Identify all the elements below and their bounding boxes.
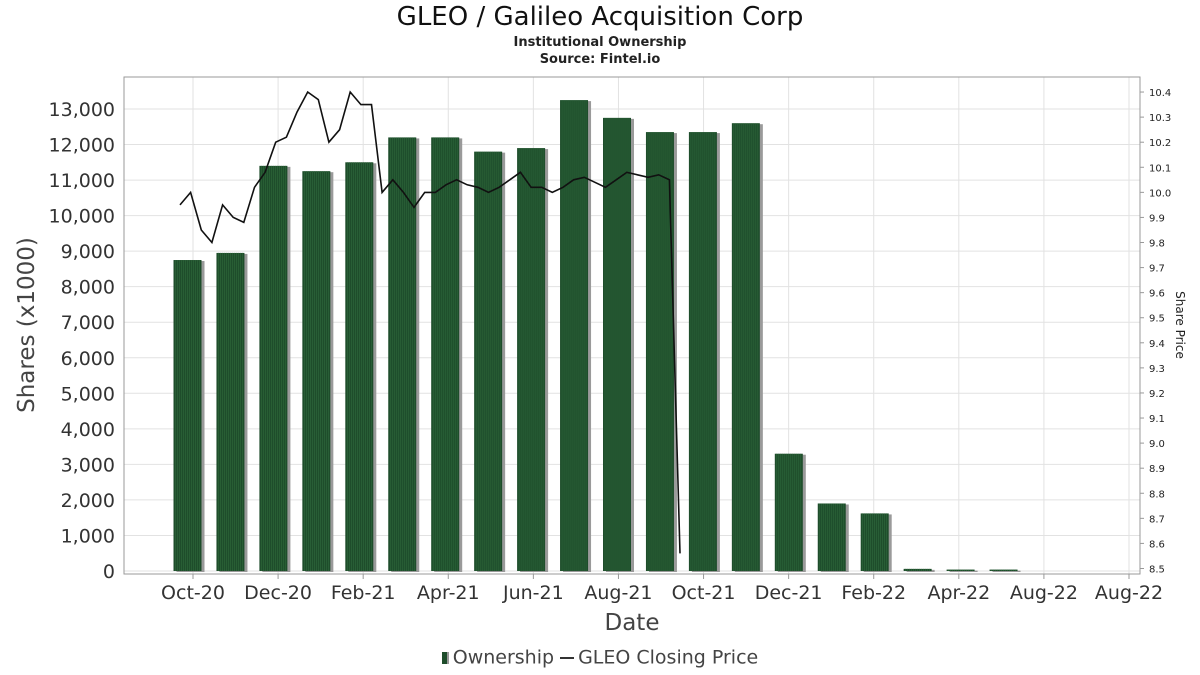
y2-tick-label: 9.6 [1149,289,1165,300]
y2-tick-label: 9.3 [1149,364,1165,375]
legend-price-label: GLEO Closing Price [578,646,759,669]
y-tick-label: 7,000 [61,312,115,334]
ownership-bar-shadow [992,570,1021,572]
y2-axis-label: Share Price [1173,291,1187,359]
y2-tick-label: 9.5 [1149,314,1165,325]
y2-tick-label: 9.1 [1149,414,1165,425]
x-axis-ticks: Oct-20 Dec-20 Feb-21 Apr-21 Jun-21 Aug-21 Oct-… [161,574,1163,604]
y2-tick-label: 9.8 [1149,239,1165,250]
y-axis-ticks: 0 1,000 2,000 3,000 4,000 5,000 6,000 7,000 8,00… [49,99,115,583]
x-tick-label: Dec-20 [244,582,312,604]
x-tick-label: Jun-21 [502,582,564,604]
y2-tick-label: 9.9 [1149,213,1165,224]
x-tick-label: Apr-22 [927,582,990,604]
y2-tick-label: 9.7 [1149,264,1165,275]
y-tick-label: 2,000 [61,490,115,512]
y-tick-label: 6,000 [61,348,115,370]
x-tick-label: Feb-21 [331,582,396,604]
chart-source: Source: Fintel.io [539,52,661,67]
y2-tick-label: 10.4 [1149,88,1171,99]
y2-tick-label: 8.6 [1149,539,1165,550]
y-tick-label: 1,000 [61,525,115,547]
y2-tick-label: 8.9 [1149,464,1165,475]
x-tick-label: Feb-22 [841,582,906,604]
x-tick-label: Oct-20 [161,582,225,604]
x-tick-label: Apr-21 [417,582,480,604]
y2-tick-label: 10.0 [1149,188,1171,199]
y2-tick-label: 9.2 [1149,389,1165,400]
y2-tick-label: 10.1 [1149,163,1171,174]
y2-tick-label: 8.7 [1149,514,1165,525]
y2-axis-ticks: 8.5 8.6 8.7 8.8 8.9 9.0 9.1 9.2 9.3 9.4 9.5 9.6 9.7 9… [1140,88,1171,575]
y-tick-label: 9,000 [61,241,115,263]
legend-ownership-label: Ownership [452,646,555,669]
y-tick-label: 3,000 [61,454,115,476]
y-axis-label: Shares (x1000) [14,237,40,413]
y2-tick-label: 9.0 [1149,439,1165,450]
x-tick-label: Aug-21 [584,582,652,604]
y-tick-label: 4,000 [61,419,115,441]
y2-tick-label: 10.2 [1149,138,1171,149]
y2-tick-label: 10.3 [1149,113,1171,124]
chart-subtitle: Institutional Ownership [513,35,687,50]
y-tick-label: 10,000 [49,206,115,228]
y-tick-label: 13,000 [49,99,115,121]
x-tick-label: Oct-21 [672,582,736,604]
plot-area [123,76,1141,575]
x-tick-label: Dec-21 [755,582,823,604]
legend: Ownership GLEO Closing Price [0,646,1200,669]
y-tick-label: 0 [103,561,115,583]
y-tick-label: 12,000 [49,135,115,157]
y-tick-label: 8,000 [61,277,115,299]
legend-ownership-swatch [441,651,449,664]
y-tick-label: 11,000 [49,170,115,192]
y2-tick-label: 8.5 [1149,564,1165,575]
chart-title: GLEO / Galileo Acquisition Corp [396,2,804,32]
legend-price-swatch [560,656,575,659]
y2-tick-label: 8.8 [1149,489,1165,500]
y-tick-label: 5,000 [61,383,115,405]
x-tick-label: Aug-22 [1010,582,1078,604]
ownership-bars [173,100,1021,573]
price-line [179,90,681,554]
ownership-bar-shadow [949,570,978,572]
y2-tick-label: 9.4 [1149,339,1165,350]
x-tick-label: Aug-22 [1095,582,1163,604]
x-axis-label: Date [605,610,660,636]
